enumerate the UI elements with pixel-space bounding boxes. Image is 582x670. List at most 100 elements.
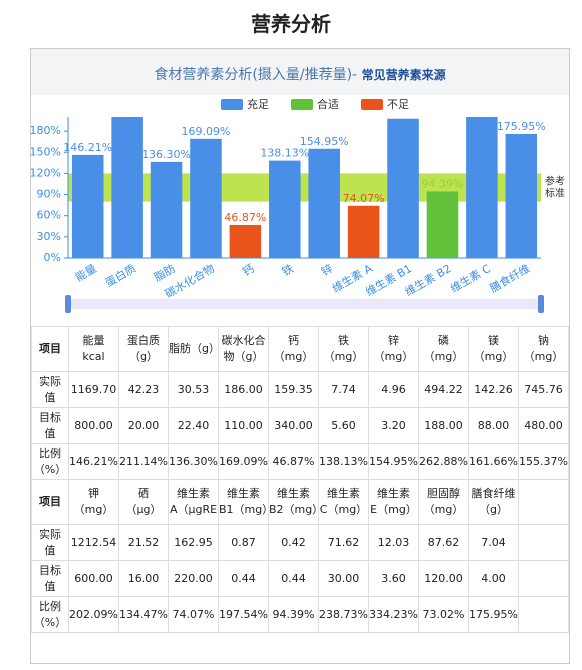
value-cell: 197.54%: [218, 596, 269, 633]
bar: [387, 118, 419, 258]
value-cell: 334.23%: [368, 596, 419, 633]
bar: [269, 160, 301, 258]
x-tick-label: 膳食纤维: [487, 261, 532, 295]
header-cell: 镁 （mg）: [468, 326, 519, 372]
value-cell: 42.23: [118, 371, 169, 408]
value-cell: 188.00: [418, 407, 469, 444]
value-cell: 3.20: [368, 407, 419, 444]
value-cell: 262.88%: [418, 443, 469, 480]
nutrient-table: 项目 能量 kcal 蛋白质 （g） 脂肪（g） 碳水化合 物（g）钙 （mg）铁 （m…: [31, 326, 569, 633]
value-label: 138.13%: [260, 147, 309, 160]
header-cell: 能量 kcal: [68, 326, 119, 372]
header-cell: 磷 （mg）: [418, 326, 469, 372]
zoom-handle[interactable]: [65, 295, 71, 313]
value-label: 175.95%: [497, 120, 546, 133]
row-label: 实际 值: [31, 524, 69, 561]
bars: 146.21% 136.30% 169.09% 46.87% 138.13%154.95…: [63, 117, 546, 259]
value-cell: 94.39%: [268, 596, 319, 633]
value-cell: 71.62: [318, 524, 369, 561]
header-cell: 硒 （μg）: [118, 479, 169, 525]
value-cell: 46.87%: [268, 443, 319, 480]
value-cell: 0.44: [268, 560, 319, 597]
legend-swatch: [361, 99, 383, 110]
value-cell: 87.62: [418, 524, 469, 561]
header-cell: 维生素 B1（mg）: [218, 479, 273, 525]
value-cell: 220.00: [168, 560, 219, 597]
value-cell: 155.37%: [518, 443, 569, 480]
header-cell: 钙 （mg）: [268, 326, 319, 372]
value-label: 94.39%: [421, 177, 463, 190]
y-tick-label: 120%: [31, 166, 61, 179]
header-cell: 项目: [31, 479, 69, 525]
value-cell: 5.60: [318, 407, 369, 444]
value-cell: 202.09%: [68, 596, 119, 633]
header-cell: 锌 （mg）: [368, 326, 419, 372]
value-cell: 175.95%: [468, 596, 519, 633]
header-cell: 碳水化合 物（g）: [218, 326, 269, 372]
row-label: 比例 （%）: [31, 596, 69, 633]
y-tick-label: 60%: [37, 209, 61, 222]
value-cell: 136.30%: [168, 443, 219, 480]
value-cell: 3.60: [368, 560, 419, 597]
value-cell: 159.35: [268, 371, 319, 408]
header-cell: 维生素 C（mg）: [318, 479, 369, 525]
zoom-track: [68, 299, 541, 309]
data-row: 实际 值 1169.70 42.23 30.53 186.00 159.35 7.74 4.9…: [31, 371, 569, 408]
header-cell: 维生素 E（mg）: [368, 479, 419, 525]
reference-band: [68, 173, 541, 202]
value-cell: 0.87: [218, 524, 269, 561]
value-cell: 4.00: [468, 560, 519, 597]
y-tick-label: 90%: [37, 188, 61, 201]
header-cell: 钠 （mg）: [518, 326, 569, 372]
header-row: 项目 能量 kcal 蛋白质 （g） 脂肪（g） 碳水化合 物（g）钙 （mg）铁 （m…: [31, 326, 569, 372]
empty-cell: [518, 479, 569, 525]
row-label: 目标 值: [31, 407, 69, 444]
value-cell: 74.07%: [168, 596, 219, 633]
value-cell: 1212.54: [68, 524, 119, 561]
value-cell: 120.00: [418, 560, 469, 597]
y-tick-label: 30%: [37, 230, 61, 243]
value-cell: 22.40: [168, 407, 219, 444]
value-label: 169.09%: [181, 125, 230, 138]
value-label: 46.87%: [224, 211, 266, 224]
value-cell: 88.00: [468, 407, 519, 444]
legend-swatch: [291, 99, 313, 110]
row-label: 比例 （%）: [31, 443, 69, 480]
data-row: 比例 （%） 202.09% 134.47% 74.07% 197.54% 94.39% 2…: [31, 596, 569, 633]
value-cell: 494.22: [418, 371, 469, 408]
value-cell: 162.95: [168, 524, 219, 561]
value-cell: 169.09%: [218, 443, 269, 480]
zoom-handle[interactable]: [538, 295, 544, 313]
value-cell: 16.00: [118, 560, 169, 597]
value-label: 136.30%: [142, 148, 191, 161]
value-cell: 211.14%: [118, 443, 169, 480]
header-cell: 钾 （mg）: [68, 479, 119, 525]
data-row: 目标 值 800.00 20.00 22.40 110.00 340.00 5.60 3.20…: [31, 407, 569, 444]
bar: [426, 191, 459, 258]
x-tick-label: 维生素 C: [448, 261, 494, 295]
bar: [308, 148, 340, 258]
empty-cell: [518, 524, 569, 561]
header-row: 项目钾 （mg）硒 （μg） 维生素 A（μgRE 维生素 B1（mg） 维生素 B2…: [31, 479, 569, 525]
value-cell: 1169.70: [68, 371, 119, 408]
header-cell: 项目: [31, 326, 69, 372]
value-cell: 161.66%: [468, 443, 519, 480]
x-tick-label: 钙: [240, 261, 257, 279]
row-label: 实际 值: [31, 371, 69, 408]
x-tick-label: 能量: [73, 261, 99, 284]
value-label: 74.07%: [343, 192, 385, 205]
value-cell: 138.13%: [318, 443, 369, 480]
data-row: 实际 值 1212.54 21.52 162.95 0.87 0.42 71.62 12.03…: [31, 524, 569, 561]
value-cell: 238.73%: [318, 596, 369, 633]
value-cell: 600.00: [68, 560, 119, 597]
bar: [466, 117, 498, 259]
empty-cell: [518, 560, 569, 597]
header-cell: 维生素 B2（mg）: [268, 479, 323, 525]
chart-header-bg: [31, 49, 569, 95]
legend-label: 不足: [387, 98, 409, 111]
row-label: 目标 值: [31, 560, 69, 597]
source-link[interactable]: 常见营养素来源: [362, 67, 446, 82]
value-cell: 4.96: [368, 371, 419, 408]
page-title: 营养分析: [251, 12, 331, 36]
